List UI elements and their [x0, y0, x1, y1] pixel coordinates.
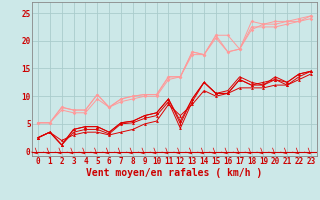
X-axis label: Vent moyen/en rafales ( km/h ): Vent moyen/en rafales ( km/h ): [86, 168, 262, 178]
